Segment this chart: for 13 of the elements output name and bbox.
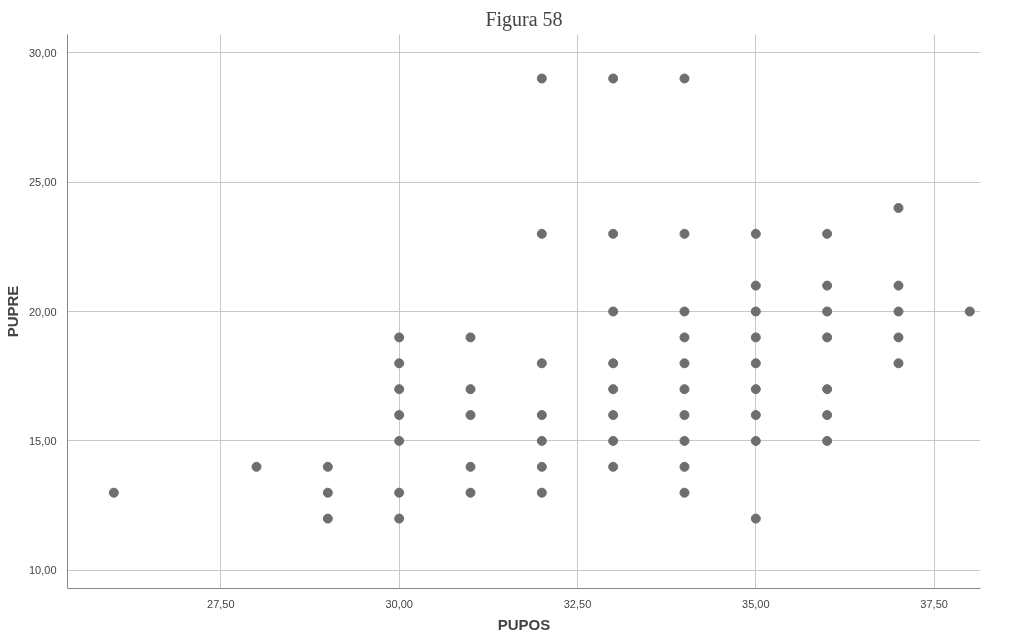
chart-title: Figura 58 [485, 7, 563, 31]
x-tick-label: 35,00 [742, 597, 770, 610]
y-axis-title: PUPRE [3, 285, 21, 338]
y-tick-label: 30,00 [28, 46, 57, 59]
y-tick-label: 10,00 [28, 564, 57, 577]
x-axis-title: PUPOS [497, 615, 551, 633]
x-tick-label: 32,50 [563, 597, 592, 610]
x-tick-label: 30,00 [385, 597, 413, 610]
x-tick-label: 27,50 [207, 597, 235, 610]
y-tick-label: 20,00 [28, 305, 57, 318]
y-tick-label: 25,00 [28, 176, 57, 189]
x-tick-label: 37,50 [920, 597, 948, 610]
y-tick-label: 15,00 [28, 434, 57, 447]
